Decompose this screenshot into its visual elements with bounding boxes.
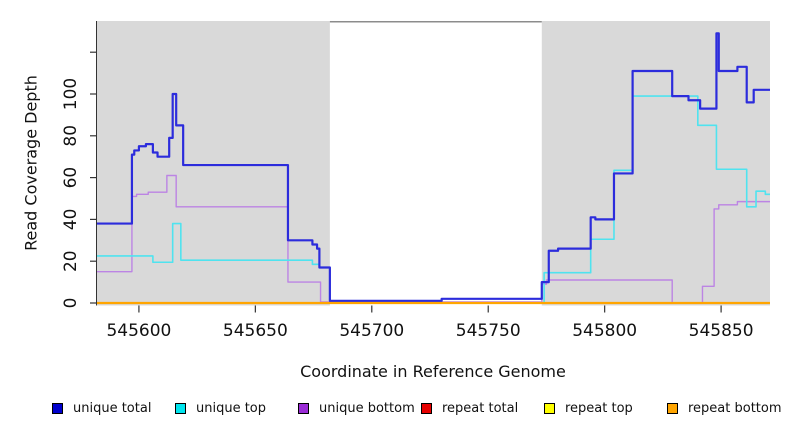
legend-label: repeat top [565, 400, 633, 416]
legend-item-unique-total: unique total [52, 397, 175, 419]
legend-swatch-icon [544, 402, 555, 414]
y-tick-label: 0 [61, 298, 81, 309]
y-tick-label: 20 [61, 250, 81, 272]
legend-label: repeat total [442, 400, 519, 416]
legend-item-unique-top: unique top [175, 397, 298, 419]
x-tick-label: 545800 [572, 321, 637, 341]
y-tick-label: 100 [61, 78, 81, 110]
legend-swatch-icon [667, 402, 678, 414]
y-axis-title: Read Coverage Depth [21, 75, 41, 251]
legend-label: unique bottom [319, 400, 415, 416]
legend: unique total unique top unique bottom repea… [52, 397, 782, 419]
x-tick-label: 545600 [106, 321, 171, 341]
series-line-unique-top [97, 95, 770, 304]
coverage-gap-band [329, 21, 542, 306]
legend-label: unique total [73, 400, 152, 416]
legend-swatch-icon [52, 402, 63, 414]
y-tick-label: 40 [61, 209, 81, 231]
legend-swatch-icon [175, 402, 186, 414]
x-tick-label: 545650 [223, 321, 288, 341]
legend-item-unique-bottom: unique bottom [298, 397, 421, 419]
x-tick-label: 545700 [339, 321, 404, 341]
x-axis-title: Coordinate in Reference Genome [300, 362, 566, 381]
y-tick-label: 80 [61, 125, 81, 147]
legend-swatch-icon [421, 402, 432, 414]
legend-label: repeat bottom [688, 400, 782, 416]
legend-item-repeat-bottom: repeat bottom [667, 397, 790, 419]
legend-label: unique top [196, 400, 267, 416]
legend-item-repeat-top: repeat top [544, 397, 667, 419]
x-tick-label: 545850 [689, 321, 754, 341]
x-tick-label: 545750 [456, 321, 521, 341]
y-tick-label: 60 [61, 167, 81, 189]
legend-swatch-icon [298, 402, 309, 414]
series-line-unique-total [97, 32, 770, 303]
legend-item-repeat-total: repeat total [421, 397, 544, 419]
